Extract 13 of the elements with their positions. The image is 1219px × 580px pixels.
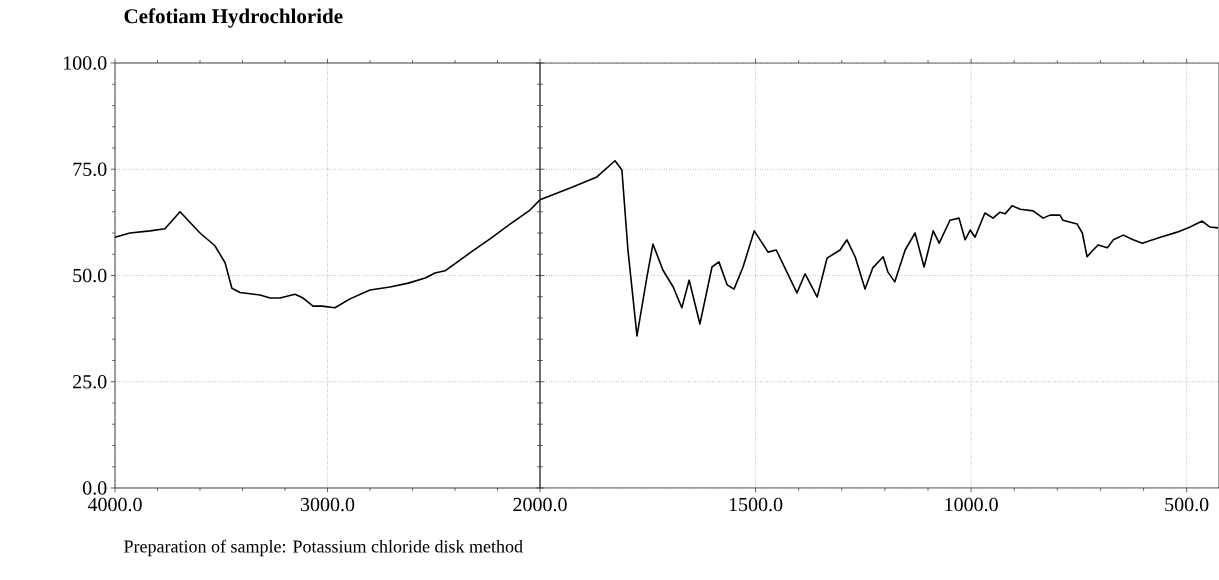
y-tick-label: 100.0: [63, 56, 107, 70]
x-tick-label: 500.0: [1165, 497, 1209, 512]
y-tick-label: 75.0: [73, 162, 107, 177]
y-tick-label: 0.0: [82, 481, 107, 495]
y-tick-label: 25.0: [73, 374, 107, 389]
x-tick-label: 1500.0: [729, 497, 783, 512]
x-tick-label: 2000.0: [513, 497, 567, 512]
y-tick-label: 50.0: [73, 268, 107, 283]
chart-title: Cefotiam Hydrochloride: [124, 8, 343, 28]
x-tick-label: 1000.0: [945, 497, 998, 512]
x-tick-label: 4000.0: [87, 497, 142, 512]
text: Preparation of sample: Potassium chloride disk method: [124, 539, 523, 557]
x-tick-label: 3000.0: [300, 497, 355, 512]
